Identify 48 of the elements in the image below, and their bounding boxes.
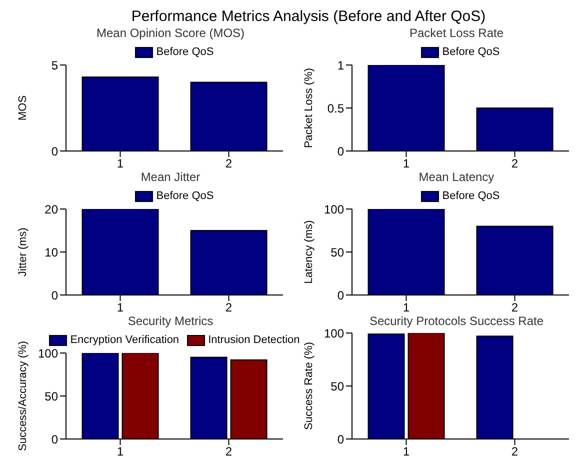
- y-tick-label: 0: [51, 288, 58, 302]
- y-tick-label: 100: [324, 202, 344, 216]
- x-tick-label: 1: [116, 156, 124, 171]
- legend-label: Before QoS: [156, 46, 214, 58]
- y-tick-label: 50: [330, 245, 344, 260]
- chart-title: Packet Loss Rate: [408, 26, 505, 41]
- chart-title: Security Protocols Success Rate: [369, 314, 544, 328]
- y-axis-title: MOS: [16, 95, 29, 121]
- legend-label: Before QoS: [156, 190, 214, 202]
- y-tick-label: 0: [51, 432, 58, 446]
- chart-subtitle: Mean Opinion Score (MOS): [95, 26, 246, 41]
- y-tick-label: 100: [38, 346, 58, 360]
- y-tick-label: 50: [330, 379, 344, 394]
- x-tick-label: 2: [225, 156, 232, 171]
- chart-title: Mean Latency: [418, 170, 496, 185]
- y-tick-label: 100: [324, 326, 344, 340]
- legend-label: Before QoS: [442, 190, 500, 202]
- y-axis-title: Latency (ms): [302, 220, 315, 284]
- x-tick-label: 1: [402, 444, 410, 456]
- legend-label: Encryption Verification: [70, 334, 180, 346]
- y-axis-title: Success/Accuracy (%): [16, 340, 29, 452]
- y-axis-title: Jitter (ms): [16, 228, 29, 276]
- y-tick-label: 10: [44, 245, 58, 260]
- y-tick-label: 0: [51, 144, 58, 158]
- y-tick-label: 0.5: [327, 101, 344, 116]
- x-tick-label: 2: [225, 444, 232, 456]
- y-tick-label: 0: [337, 144, 344, 158]
- chart-title: Performance Metrics Analysis (Before and After QoS): [130, 8, 487, 26]
- x-tick-label: 1: [116, 300, 124, 315]
- x-tick-label: 2: [511, 444, 518, 456]
- y-tick-label: 0: [337, 288, 344, 302]
- chart-title: Mean Jitter: [140, 170, 202, 185]
- x-tick-label: 1: [116, 444, 124, 456]
- x-tick-label: 1: [402, 156, 410, 171]
- y-axis-title: Packet Loss (%): [302, 68, 315, 148]
- y-tick-label: 5: [51, 58, 58, 72]
- x-tick-label: 2: [511, 156, 518, 171]
- legend-label: Intrusion Detection: [208, 334, 300, 346]
- x-tick-label: 2: [511, 300, 518, 315]
- x-tick-label: 2: [225, 300, 232, 315]
- y-tick-label: 1: [337, 58, 344, 72]
- y-tick-label: 20: [44, 202, 58, 216]
- chart-title: Security Metrics: [126, 314, 214, 329]
- y-tick-label: 50: [44, 389, 58, 404]
- y-axis-title: Success Rate (%): [302, 342, 315, 430]
- legend-label: Before QoS: [442, 46, 500, 58]
- x-tick-label: 1: [402, 300, 410, 315]
- y-tick-label: 0: [337, 432, 344, 446]
